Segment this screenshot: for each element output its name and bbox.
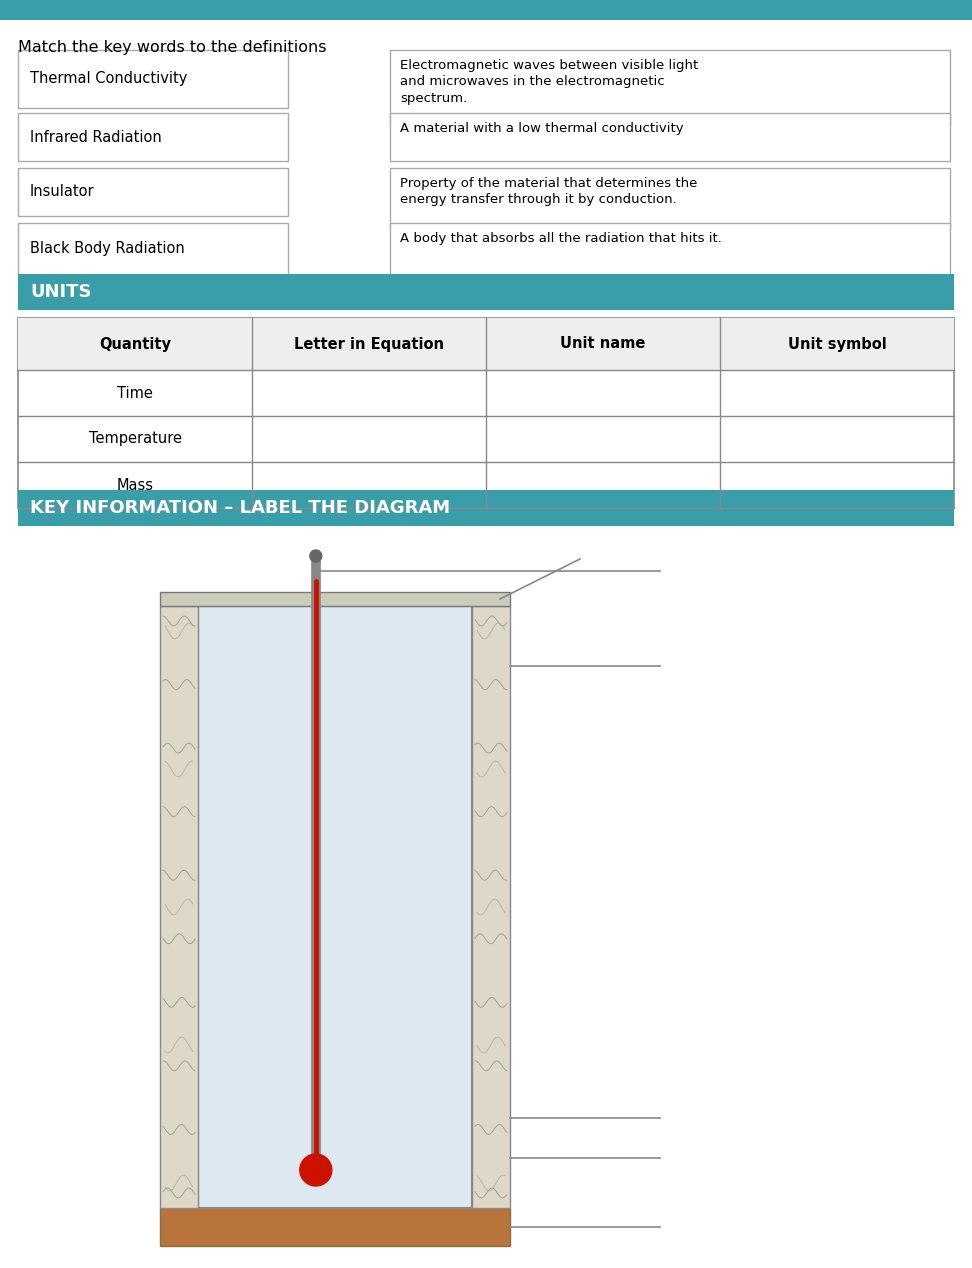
Text: A body that absorbs all the radiation that hits it.: A body that absorbs all the radiation th… [400,232,722,245]
FancyBboxPatch shape [390,167,950,228]
Text: Black Body Radiation: Black Body Radiation [30,241,185,256]
FancyBboxPatch shape [160,1208,510,1246]
FancyBboxPatch shape [390,49,950,126]
Text: Temperature: Temperature [88,431,182,446]
FancyBboxPatch shape [18,318,954,508]
Text: Quantity: Quantity [99,336,171,351]
FancyBboxPatch shape [390,223,950,275]
Text: Match the key words to the definitions: Match the key words to the definitions [18,41,327,55]
FancyBboxPatch shape [18,49,288,108]
Text: KEY INFORMATION – LABEL THE DIAGRAM: KEY INFORMATION – LABEL THE DIAGRAM [30,500,450,517]
FancyBboxPatch shape [18,223,288,275]
Circle shape [310,550,322,562]
Text: Unit symbol: Unit symbol [787,336,886,351]
FancyBboxPatch shape [18,167,288,216]
Text: A material with a low thermal conductivity: A material with a low thermal conductivi… [400,122,683,134]
FancyBboxPatch shape [18,318,954,370]
Text: Infrared Radiation: Infrared Radiation [30,129,161,145]
FancyBboxPatch shape [198,606,472,1208]
Text: Insulator: Insulator [30,185,94,199]
FancyBboxPatch shape [472,606,510,1208]
Circle shape [299,1154,331,1186]
Text: Electromagnetic waves between visible light
and microwaves in the electromagneti: Electromagnetic waves between visible li… [400,60,698,105]
Text: Property of the material that determines the
energy transfer through it by condu: Property of the material that determines… [400,178,697,207]
Text: Thermal Conductivity: Thermal Conductivity [30,71,188,86]
Text: Mass: Mass [117,478,154,492]
Text: UNITS: UNITS [30,283,91,301]
Text: Letter in Equation: Letter in Equation [294,336,444,351]
Text: Unit name: Unit name [560,336,645,351]
FancyBboxPatch shape [390,113,950,161]
Text: Time: Time [117,385,153,401]
FancyBboxPatch shape [160,606,198,1208]
FancyBboxPatch shape [18,113,288,161]
FancyBboxPatch shape [160,592,510,606]
FancyBboxPatch shape [18,274,954,309]
FancyBboxPatch shape [0,0,972,20]
FancyBboxPatch shape [18,489,954,526]
